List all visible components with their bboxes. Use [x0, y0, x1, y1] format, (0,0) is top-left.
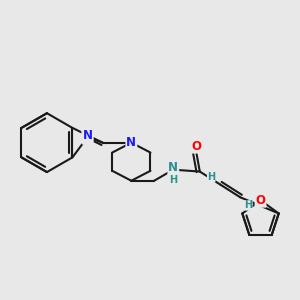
Text: H: H — [169, 175, 177, 185]
Text: N: N — [168, 161, 178, 174]
Text: H: H — [244, 200, 252, 210]
Text: O: O — [191, 140, 201, 153]
Text: H: H — [207, 172, 215, 182]
Text: N: N — [126, 136, 136, 149]
Text: N: N — [82, 129, 92, 142]
Text: O: O — [82, 130, 92, 144]
Text: O: O — [256, 194, 266, 207]
